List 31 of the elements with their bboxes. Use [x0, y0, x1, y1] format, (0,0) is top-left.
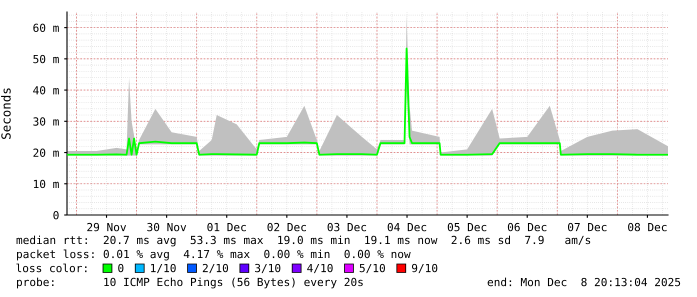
x-tick-label: 07 Dec	[568, 222, 606, 232]
legend-label: 5/10	[360, 264, 385, 274]
x-tick-label: 06 Dec	[508, 222, 546, 232]
y-tick-label: 30 m	[33, 117, 59, 126]
legend-label: 9/10	[412, 264, 438, 274]
x-tick-label: 03 Dec	[328, 222, 366, 232]
text: packet loss: 0.01 % avg 4.17 % max 0.00 % min 0.00 % now	[17, 250, 411, 260]
y-axis-title: Seconds	[1, 88, 11, 139]
text: end: Mon Dec 8 20:13:04 2025	[488, 278, 680, 286]
y-tick-label: 50 m	[33, 54, 59, 64]
x-tick-label: 01 Dec	[207, 222, 246, 232]
text: probe: 10 ICMP Echo Pings (56 Bytes) every 20s	[17, 278, 363, 288]
legend-label: 0	[118, 264, 124, 272]
x-tick-label: 04 Dec	[388, 222, 426, 232]
y-tick-label: 0	[53, 211, 59, 220]
y-tick-label: 40 m	[33, 86, 59, 94]
y-tick-label: 20 m	[33, 148, 59, 157]
x-tick-label: 05 Dec	[448, 222, 486, 232]
line-series	[67, 48, 668, 156]
x-tick-label: 08 Dec	[628, 222, 667, 232]
x-tick-label: 29 Nov	[87, 222, 126, 232]
legend-label: 3/10	[255, 264, 280, 274]
x-tick-label: 30 Nov	[147, 222, 186, 232]
legend-label: 4/10	[307, 264, 333, 274]
y-tick-label: 60 m	[33, 24, 59, 32]
legend-label: 1/10	[151, 264, 176, 274]
x-tick-label: 02 Dec	[267, 222, 306, 232]
legend-label: 2/10	[202, 264, 228, 274]
legend-title: loss color:	[16, 264, 86, 272]
y-tick-label: 10 m	[34, 180, 59, 188]
text: median rtt: 20.7 ms avg 53.3 ms max 19.0 ms min 19.1 ms now 2.6 ms sd 7.9 am/s	[16, 236, 590, 246]
